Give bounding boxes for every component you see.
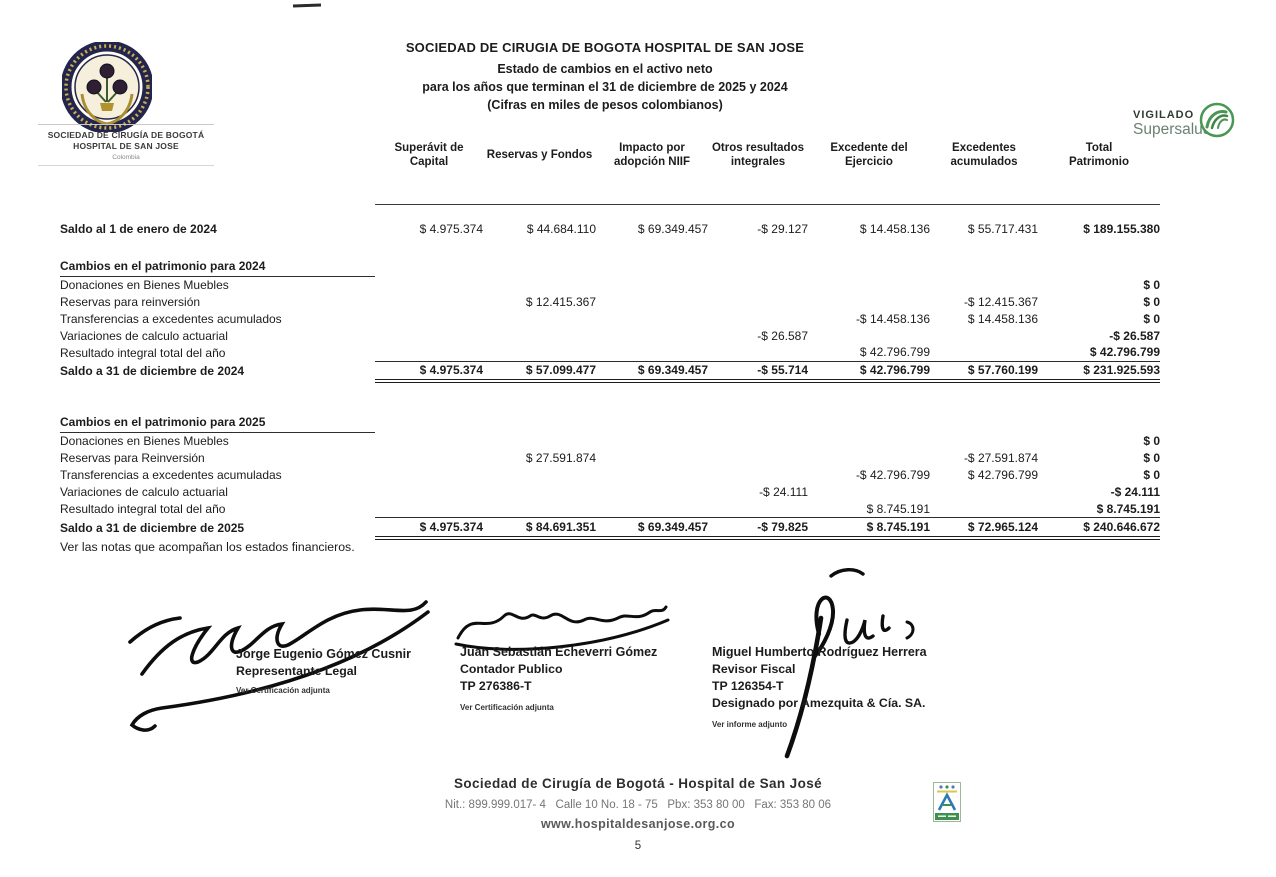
table-row: Reservas para Reinversión $ 27.591.874 -… xyxy=(60,451,1160,465)
signer-title: Representante Legal xyxy=(236,664,357,678)
signature-block-revisor: Miguel Humberto Rodríguez Herrera Reviso… xyxy=(712,644,927,729)
header-separator-rule xyxy=(60,202,1160,205)
row-label: Transferencias a excedentes acumuladas xyxy=(60,468,282,482)
row-label: Resultado integral total del año xyxy=(60,345,226,360)
row-label: Saldo al 1 de enero de 2024 xyxy=(60,221,217,236)
vigilado-label: VIGILADO xyxy=(1133,109,1195,121)
row-label: Saldo a 31 de diciembre de 2024 xyxy=(60,364,245,378)
col-otros-resultados: Otros resultados integrales xyxy=(711,142,805,168)
signature-block-contador: Juan Sebastián Echeverri Gómez Contador … xyxy=(460,644,657,712)
col-reservas-fondos: Reservas y Fondos xyxy=(486,149,593,161)
table-row: Donaciones en Bienes Muebles $ 0 xyxy=(60,434,1160,449)
cell: -$ 29.127 xyxy=(757,221,808,236)
section-title: Cambios en el patrimonio para 2024 xyxy=(60,250,375,277)
total-row-2024: Saldo a 31 de diciembre de 2024 $ 4.975.… xyxy=(60,360,1160,383)
signer-title: Contador Publico xyxy=(460,662,563,676)
letterhead-line2: HOSPITAL DE SAN JOSE xyxy=(73,141,179,151)
column-header-row: Superávit de Capital Reservas y Fondos I… xyxy=(60,130,1160,180)
scan-artifact-dash xyxy=(292,3,322,8)
table-row: Resultado integral total del año $ 8.745… xyxy=(60,501,1160,516)
row-label: Reservas para reinversión xyxy=(60,294,201,309)
document-subtitle-1: Estado de cambios en el activo neto xyxy=(497,62,713,76)
letterhead-line3: Colombia xyxy=(112,154,140,161)
footer-website: www.hospitaldesanjose.org.co xyxy=(540,817,736,831)
section-header-2024: Cambios en el patrimonio para 2024 xyxy=(60,250,1160,277)
section-title: Cambios en el patrimonio para 2025 xyxy=(60,407,375,433)
supersalud-label: Supersalud xyxy=(1133,121,1212,138)
accreditation-badge-icon xyxy=(933,782,961,822)
document-subtitle-3: (Cifras en miles de pesos colombianos) xyxy=(487,98,723,112)
col-superavit-capital: Superávit de Capital xyxy=(394,142,464,168)
footer-org-name: Sociedad de Cirugía de Bogotá - Hospital… xyxy=(453,776,823,791)
signer-note: Ver Certificación adjunta xyxy=(460,703,554,712)
table-row: Transferencias a excedentes acumulados -… xyxy=(60,311,1160,326)
opening-balance-row: Saldo al 1 de enero de 2024 $ 4.975.374 … xyxy=(60,219,1160,239)
letterhead-org-name: SOCIEDAD DE CIRUGÍA DE BOGOTÁ HOSPITAL D… xyxy=(38,124,214,166)
cell: $ 4.975.374 xyxy=(419,221,483,236)
row-label: Donaciones en Bienes Muebles xyxy=(60,277,229,292)
hospital-seal-icon xyxy=(60,40,154,134)
letterhead-line1: SOCIEDAD DE CIRUGÍA DE BOGOTÁ xyxy=(47,130,205,140)
footer-contact-info: Nit.: 899.999.017- 4 Calle 10 No. 18 - 7… xyxy=(444,799,832,811)
col-impacto-niif: Impacto por adopción NIIF xyxy=(613,142,691,168)
supersalud-stamp: VIGILADO Supersalud xyxy=(1133,102,1263,138)
row-label: Donaciones en Bienes Muebles xyxy=(60,434,229,449)
supersalud-swirl-icon xyxy=(1199,102,1235,138)
signer-firm: Designado por Amezquita & Cía. SA. xyxy=(712,696,926,710)
statement-of-changes-table: Superávit de Capital Reservas y Fondos I… xyxy=(60,130,1160,540)
row-label: Saldo a 31 de diciembre de 2025 xyxy=(60,520,245,535)
hospital-seal-logo xyxy=(60,40,154,137)
signature-block-representante: Jorge Eugenio Gómez Cusnir Representante… xyxy=(236,646,411,695)
cell-total: $ 189.155.380 xyxy=(1083,221,1160,236)
col-excedente-ejercicio: Excedente del Ejercicio xyxy=(830,142,908,168)
total-row-2025: Saldo a 31 de diciembre de 2025 $ 4.975.… xyxy=(60,517,1160,540)
col-excedentes-acumulados: Excedentes acumulados xyxy=(950,142,1018,168)
signer-name: Jorge Eugenio Gómez Cusnir xyxy=(236,647,412,661)
table-row: Resultado integral total del año $ 42.79… xyxy=(60,345,1160,360)
table-row: Reservas para reinversión $ 12.415.367 -… xyxy=(60,294,1160,309)
cell: $ 69.349.457 xyxy=(637,221,708,236)
document-subtitle-2: para los años que terminan el 31 de dici… xyxy=(422,80,788,94)
col-total-patrimonio: Total Patrimonio xyxy=(1068,142,1130,168)
cell: $ 44.684.110 xyxy=(526,221,596,236)
row-label: Reservas para Reinversión xyxy=(60,451,205,465)
page-number: 5 xyxy=(634,840,642,852)
table-row: Transferencias a excedentes acumuladas -… xyxy=(60,468,1160,482)
cell: $ 55.717.431 xyxy=(967,221,1038,236)
accreditation-badge xyxy=(933,782,961,827)
row-label: Resultado integral total del año xyxy=(60,502,226,516)
row-label: Transferencias a excedentes acumulados xyxy=(60,311,282,326)
signer-name: Juan Sebastián Echeverri Gómez xyxy=(460,645,658,659)
document-title: SOCIEDAD DE CIRUGIA DE BOGOTA HOSPITAL D… xyxy=(405,40,805,55)
signer-note: Ver Certificación adjunta xyxy=(236,686,330,695)
row-label: Variaciones de calculo actuarial xyxy=(60,485,228,499)
section-header-2025: Cambios en el patrimonio para 2025 xyxy=(60,407,1160,433)
row-label: Variaciones de calculo actuarial xyxy=(60,328,228,343)
table-row: Variaciones de calculo actuarial -$ 26.5… xyxy=(60,328,1160,343)
document-header: SOCIEDAD DE CIRUGIA DE BOGOTA HOSPITAL D… xyxy=(330,40,880,112)
table-row: Variaciones de calculo actuarial -$ 24.1… xyxy=(60,485,1160,499)
signer-title: Revisor Fiscal xyxy=(712,662,796,676)
signer-note: Ver informe adjunto xyxy=(712,720,788,729)
signer-license: TP 276386-T xyxy=(460,679,532,693)
row-label-column-header xyxy=(60,130,375,180)
signer-name: Miguel Humberto Rodríguez Herrera xyxy=(712,645,927,659)
signer-license: TP 126354-T xyxy=(712,679,784,693)
table-row: Donaciones en Bienes Muebles $ 0 xyxy=(60,277,1160,292)
cell: $ 14.458.136 xyxy=(859,221,930,236)
notes-reference-text: Ver las notas que acompañan los estados … xyxy=(60,540,355,554)
